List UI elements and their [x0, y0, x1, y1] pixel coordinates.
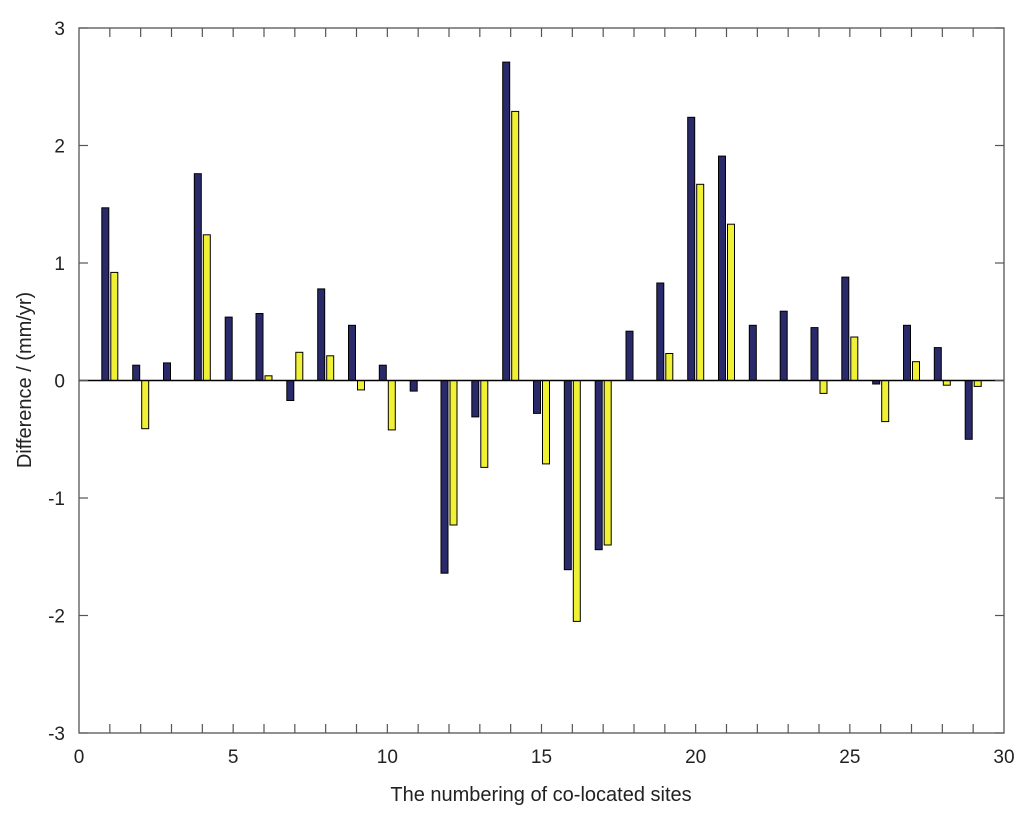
x-axis-label: The numbering of co-located sites	[390, 784, 691, 806]
bar-series2-site-20	[696, 183, 705, 381]
bar-series1-site-29	[964, 380, 973, 440]
x-tick-label: 5	[228, 747, 239, 768]
bar-series1-site-18	[625, 330, 634, 382]
bar-series1-site-15	[533, 380, 541, 414]
x-tick-label: 30	[993, 747, 1014, 768]
bar-series2-site-14	[511, 110, 520, 382]
tick-labels-group: 0 5 10 15 20 25 30 -3 -2 -1 0 1 2 3	[48, 19, 1014, 768]
bar-series2-site-1	[110, 271, 119, 381]
bar-series2-site-29	[973, 380, 982, 387]
bar-series1-site-20	[687, 116, 696, 382]
bar-series2-site-26	[881, 380, 890, 423]
y-tick-label: 3	[54, 19, 65, 40]
x-tick-label: 25	[839, 747, 860, 768]
x-tick-label: 10	[377, 747, 398, 768]
bar-series2-site-13	[480, 380, 489, 468]
bar-series1-site-6	[255, 313, 264, 381]
bar-series2-site-17	[603, 380, 612, 546]
bar-series1-site-13	[471, 380, 480, 418]
bar-series1-site-1	[101, 207, 110, 381]
bar-series2-site-25	[850, 336, 859, 381]
x-tick-label: 0	[74, 747, 85, 768]
y-tick-label: 0	[54, 372, 65, 393]
bar-series2-site-10	[387, 380, 396, 431]
bar-series2-site-16	[572, 380, 581, 622]
y-axis-label: Difference / (mm/yr)	[14, 292, 36, 468]
bar-series1-site-23	[779, 310, 788, 382]
bar-series1-site-21	[718, 155, 726, 381]
bar-series1-site-25	[841, 276, 850, 382]
bar-series1-site-27	[903, 324, 911, 381]
bar-series2-site-12	[449, 380, 458, 526]
bar-series2-site-21	[727, 223, 735, 381]
bar-series2-site-8	[326, 355, 335, 381]
bar-series2-site-7	[295, 351, 304, 381]
ticks-group	[79, 27, 1004, 734]
bar-series2-site-15	[542, 380, 550, 465]
bar-series2-site-19	[665, 353, 674, 381]
bar-series1-site-7	[286, 380, 295, 401]
bar-series1-site-19	[656, 282, 665, 381]
bar-series2-site-2	[141, 380, 150, 430]
y-tick-label: 2	[54, 137, 65, 158]
y-tick-label: 1	[54, 254, 65, 275]
bar-series1-site-2	[132, 364, 141, 382]
bar-series1-site-22	[748, 324, 757, 381]
bar-series1-site-14	[502, 61, 511, 381]
bar-series1-site-24	[810, 327, 819, 382]
y-tick-label: -3	[48, 724, 65, 745]
bar-series2-site-24	[819, 380, 828, 394]
bar-series1-site-10	[378, 364, 387, 382]
bar-series2-site-4	[202, 234, 211, 381]
bar-series1-site-12	[440, 380, 449, 574]
x-tick-label: 20	[685, 747, 706, 768]
bar-series1-site-5	[224, 316, 233, 382]
bar-series1-site-8	[317, 288, 326, 381]
bars-group	[101, 61, 982, 622]
bar-series1-site-28	[933, 347, 942, 382]
bar-series1-site-4	[193, 173, 202, 381]
bar-series1-site-11	[409, 380, 418, 392]
bar-series1-site-17	[594, 380, 603, 551]
bar-series1-site-16	[563, 380, 572, 571]
bar-series1-site-9	[348, 324, 356, 381]
y-tick-label: -2	[48, 607, 65, 628]
bar-series1-site-3	[163, 362, 171, 381]
x-tick-label: 15	[531, 747, 552, 768]
bar-series2-site-9	[357, 380, 365, 391]
y-tick-label: -1	[48, 489, 65, 510]
bar-series2-site-27	[912, 361, 920, 382]
